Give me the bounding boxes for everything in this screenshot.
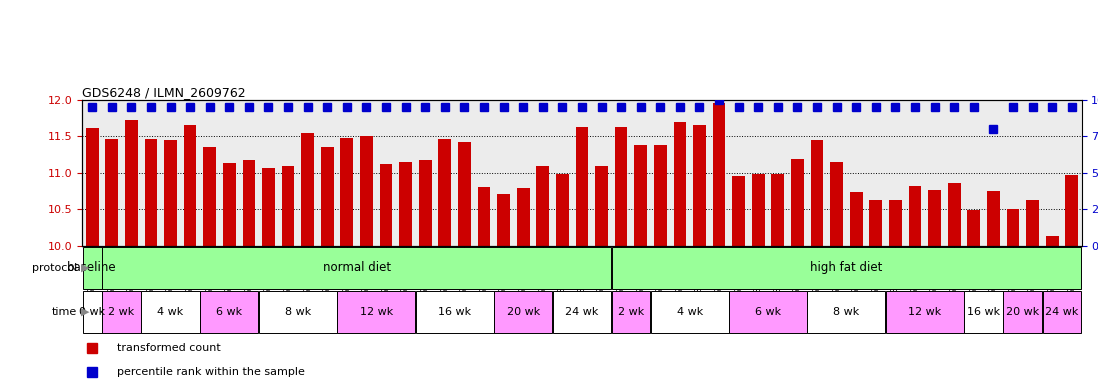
Bar — [259, 291, 337, 333]
Bar — [830, 162, 843, 246]
Bar — [886, 291, 964, 333]
Bar — [713, 104, 726, 246]
Bar — [200, 291, 258, 333]
Bar — [967, 210, 981, 246]
Bar — [1007, 209, 1019, 246]
Bar — [1004, 291, 1042, 333]
Text: 8 wk: 8 wk — [833, 307, 860, 317]
Bar — [142, 291, 200, 333]
Bar — [145, 139, 157, 246]
Bar — [615, 127, 627, 246]
Bar — [400, 162, 412, 246]
Bar — [654, 145, 666, 246]
Bar — [301, 132, 314, 246]
Bar — [360, 136, 373, 246]
Bar — [537, 166, 549, 246]
Bar — [651, 291, 729, 333]
Text: normal diet: normal diet — [323, 262, 391, 274]
Bar — [105, 139, 119, 246]
Text: 8 wk: 8 wk — [284, 307, 311, 317]
Bar — [164, 140, 177, 246]
Text: 12 wk: 12 wk — [360, 307, 393, 317]
Bar — [418, 161, 432, 246]
Bar — [282, 166, 294, 246]
Bar — [772, 174, 784, 246]
Bar — [612, 247, 1082, 289]
Bar — [337, 291, 415, 333]
Bar — [1042, 291, 1082, 333]
Text: 16 wk: 16 wk — [967, 307, 1000, 317]
Bar — [380, 164, 392, 246]
Bar — [82, 247, 102, 289]
Text: 16 wk: 16 wk — [438, 307, 471, 317]
Bar — [183, 125, 197, 246]
Text: 4 wk: 4 wk — [157, 307, 183, 317]
Bar — [1065, 175, 1078, 246]
Text: 20 wk: 20 wk — [1006, 307, 1040, 317]
Bar — [987, 191, 1000, 246]
Bar — [340, 138, 354, 246]
Bar — [497, 194, 509, 246]
Bar — [82, 291, 102, 333]
Bar — [928, 190, 941, 246]
Bar — [556, 174, 569, 246]
Bar — [850, 192, 863, 246]
Bar — [635, 145, 647, 246]
Bar — [203, 147, 216, 246]
Text: 20 wk: 20 wk — [506, 307, 540, 317]
Text: 4 wk: 4 wk — [676, 307, 703, 317]
Bar — [478, 187, 491, 246]
Text: percentile rank within the sample: percentile rank within the sample — [117, 366, 305, 377]
Bar — [791, 159, 804, 246]
Bar — [612, 291, 650, 333]
Bar — [948, 183, 961, 246]
Bar — [517, 188, 529, 246]
Text: GDS6248 / ILMN_2609762: GDS6248 / ILMN_2609762 — [82, 86, 246, 99]
Bar — [693, 125, 706, 246]
Bar — [575, 127, 589, 246]
Bar — [810, 140, 824, 246]
Text: 0 wk: 0 wk — [79, 307, 105, 317]
Text: 2 wk: 2 wk — [109, 307, 135, 317]
Text: 12 wk: 12 wk — [908, 307, 941, 317]
Bar — [125, 120, 137, 246]
Bar — [807, 291, 885, 333]
Bar — [1045, 235, 1058, 246]
Bar — [552, 291, 612, 333]
Bar — [102, 247, 612, 289]
Text: ▶: ▶ — [81, 263, 90, 273]
Text: time: time — [52, 307, 77, 317]
Bar — [438, 139, 451, 246]
Bar — [889, 200, 901, 246]
Text: 6 wk: 6 wk — [216, 307, 243, 317]
Text: transformed count: transformed count — [117, 343, 221, 353]
Bar — [964, 291, 1002, 333]
Bar — [494, 291, 552, 333]
Text: 6 wk: 6 wk — [755, 307, 781, 317]
Bar — [416, 291, 494, 333]
Text: ▶: ▶ — [81, 307, 90, 317]
Bar — [86, 127, 99, 246]
Bar — [752, 174, 764, 246]
Text: 24 wk: 24 wk — [565, 307, 598, 317]
Text: high fat diet: high fat diet — [810, 262, 883, 274]
Text: 24 wk: 24 wk — [1045, 307, 1078, 317]
Text: protocol: protocol — [32, 263, 77, 273]
Text: baseline: baseline — [67, 262, 117, 274]
Bar — [243, 161, 255, 246]
Bar — [321, 147, 334, 246]
Bar — [732, 177, 746, 246]
Text: 2 wk: 2 wk — [618, 307, 645, 317]
Bar — [1027, 200, 1039, 246]
Bar — [102, 291, 141, 333]
Bar — [223, 162, 236, 246]
Bar — [729, 291, 807, 333]
Bar — [458, 142, 471, 246]
Bar — [262, 168, 274, 246]
Bar — [673, 122, 686, 246]
Bar — [870, 200, 882, 246]
Bar — [909, 186, 921, 246]
Bar — [595, 166, 608, 246]
